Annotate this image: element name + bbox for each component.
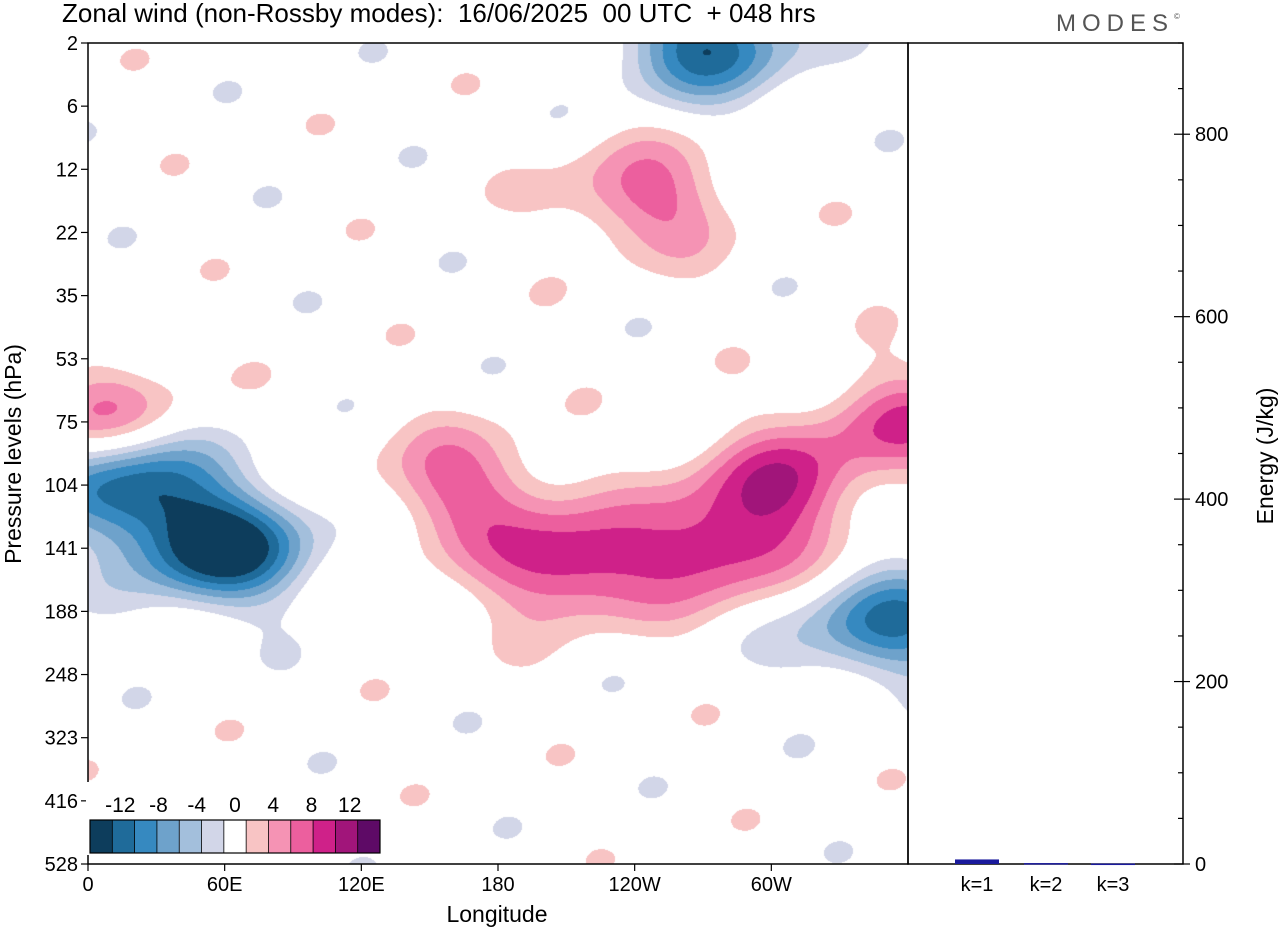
energy-bar <box>1024 863 1068 865</box>
y-tick-label: 323 <box>45 728 78 750</box>
colorbar-swatch <box>90 820 113 853</box>
x-tick-label: 60E <box>207 874 243 896</box>
colorbar-label: 12 <box>338 794 361 817</box>
colorbar-swatch <box>112 820 136 853</box>
energy-tick-label: 600 <box>1195 307 1228 329</box>
y-tick-label: 35 <box>56 286 78 308</box>
energy-axis-label: Energy (J/kg) <box>1252 388 1278 525</box>
energy-category-label: k=1 <box>961 874 994 896</box>
y-tick-label: 53 <box>56 349 78 371</box>
y-tick-label: 416 <box>45 791 78 813</box>
colorbar-label: 8 <box>306 794 318 817</box>
energy-category-label: k=3 <box>1097 874 1130 896</box>
energy-bars <box>955 859 1135 866</box>
x-tick-label: 120W <box>609 874 661 896</box>
colorbar-swatch <box>223 820 247 853</box>
colorbar-label: 0 <box>229 794 241 817</box>
y-tick-label: 75 <box>56 412 78 434</box>
colorbar-swatch <box>246 820 269 853</box>
y-tick-label: 104 <box>45 475 78 497</box>
colorbar-swatch <box>313 820 336 853</box>
colorbar-label: 4 <box>267 794 279 817</box>
heatmap-image <box>88 43 908 864</box>
y-tick-label: 2 <box>67 33 78 55</box>
colorbar-swatch <box>201 820 225 853</box>
energy-tick-label: 800 <box>1195 124 1228 146</box>
modes-logo: MODES© <box>1056 10 1180 37</box>
energy-tick-label: 200 <box>1195 672 1228 694</box>
colorbar-swatch <box>268 820 292 853</box>
y-tick-label: 141 <box>45 538 78 560</box>
x-tick-label: 120E <box>338 874 385 896</box>
x-axis-label: Longitude <box>446 901 547 927</box>
y-tick-label: 248 <box>45 665 78 687</box>
colorbar-label: -8 <box>149 794 168 817</box>
x-tick-label: 60W <box>751 874 792 896</box>
energy-category-label: k=2 <box>1030 874 1063 896</box>
heatmap-field <box>88 43 908 864</box>
colorbar: -12 -8 -4 0 4 8 12 <box>86 782 384 855</box>
y-tick-label: 22 <box>56 222 78 244</box>
colorbar-swatch <box>335 820 359 853</box>
energy-tick-label: 400 <box>1195 489 1228 511</box>
energy-bar <box>1091 863 1135 866</box>
colorbar-label: -4 <box>187 794 206 817</box>
energy-bar <box>955 859 999 864</box>
y-tick-label: 528 <box>45 854 78 876</box>
colorbar-swatch <box>134 820 158 853</box>
y-tick-label: 12 <box>56 159 78 181</box>
chart-title: Zonal wind (non-Rossby modes): 16/06/202… <box>62 0 816 28</box>
y-axis-label: Pressure levels (hPa) <box>0 344 26 564</box>
energy-axes: k=1 k=2 k=3 0 200 400 600 800 Energy (J/kg) <box>961 42 1278 896</box>
energy-panel-frame <box>907 42 1184 865</box>
y-tick-label: 6 <box>67 96 78 118</box>
y-tick-label: 188 <box>45 601 78 623</box>
x-tick-label: 180 <box>481 874 514 896</box>
energy-tick-label: 0 <box>1195 854 1206 876</box>
x-tick-label: 0 <box>82 874 93 896</box>
colorbar-swatch <box>290 820 314 853</box>
colorbar-swatch <box>156 820 180 853</box>
colorbar-label: -12 <box>105 794 135 817</box>
colorbar-swatch <box>179 820 203 853</box>
colorbar-swatch <box>357 820 381 853</box>
colorbar-frame <box>89 819 381 854</box>
